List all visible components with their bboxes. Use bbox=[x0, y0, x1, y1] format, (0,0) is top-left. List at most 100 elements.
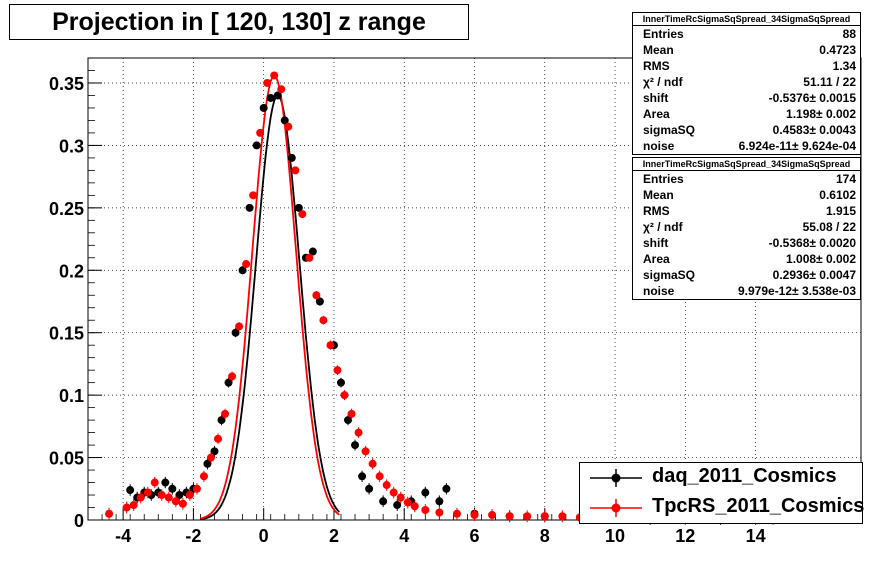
data-point bbox=[105, 509, 114, 518]
data-point bbox=[235, 322, 244, 331]
data-point bbox=[340, 391, 349, 400]
data-point bbox=[171, 497, 180, 506]
stats-value: 174 bbox=[835, 172, 856, 186]
stats-label: χ² / ndf bbox=[643, 220, 683, 234]
data-point bbox=[175, 491, 184, 500]
data-point bbox=[178, 499, 187, 508]
data-point bbox=[217, 416, 226, 425]
data-point bbox=[435, 497, 444, 506]
x-tick-label: 4 bbox=[399, 526, 409, 546]
data-point bbox=[375, 472, 384, 481]
data-point bbox=[273, 91, 282, 100]
data-point bbox=[256, 128, 265, 137]
legend-entry-daq: daq_2011_Cosmics bbox=[580, 463, 862, 493]
data-point bbox=[379, 497, 388, 506]
stats-header: InnerTimeRcSigmaSqSpread_34SigmaSqSpread bbox=[633, 158, 860, 171]
stats-value: -0.5368± 0.0020 bbox=[768, 236, 856, 250]
stats-row: Mean 0.4723 bbox=[633, 42, 860, 58]
y-tick-label: 0 bbox=[74, 511, 84, 531]
legend-marker-daq bbox=[590, 469, 642, 487]
data-point bbox=[305, 253, 314, 262]
y-tick-label: 0.2 bbox=[59, 261, 84, 281]
data-point bbox=[403, 498, 412, 507]
data-point bbox=[382, 481, 391, 490]
data-point bbox=[277, 85, 286, 94]
stats-label: RMS bbox=[643, 204, 670, 218]
stats-label: sigmaSQ bbox=[643, 123, 696, 137]
stats-value: 55.08 / 22 bbox=[802, 220, 856, 234]
data-point bbox=[351, 441, 360, 450]
data-point bbox=[185, 491, 194, 500]
data-point bbox=[242, 260, 251, 269]
x-tick-label: 12 bbox=[675, 526, 695, 546]
stats-row: Area 1.008± 0.002 bbox=[633, 251, 860, 267]
stats-row: Entries 174 bbox=[633, 171, 860, 187]
stats-value: 0.2936± 0.0047 bbox=[772, 268, 856, 282]
stats-value: 0.4583± 0.0043 bbox=[772, 123, 856, 137]
stats-label: Mean bbox=[643, 188, 674, 202]
x-tick-label: -4 bbox=[115, 526, 131, 546]
stats-row: Mean 0.6102 bbox=[633, 187, 860, 203]
data-point bbox=[129, 501, 138, 510]
data-point bbox=[266, 93, 275, 102]
x-tick-label: 0 bbox=[259, 526, 269, 546]
data-point bbox=[192, 484, 201, 493]
stats-label: χ² / ndf bbox=[643, 75, 683, 89]
legend: daq_2011_Cosmics TpcRS_2011_Cosmics bbox=[579, 462, 864, 524]
stats-value: 9.979e-12± 3.538e-03 bbox=[737, 284, 856, 298]
data-point bbox=[126, 486, 135, 495]
data-point bbox=[228, 372, 237, 381]
data-point bbox=[421, 506, 430, 515]
data-point bbox=[291, 166, 300, 175]
data-point bbox=[161, 478, 170, 487]
stats-row: Area 1.198± 0.002 bbox=[633, 106, 860, 122]
stats-row: Entries 88 bbox=[633, 26, 860, 42]
data-point bbox=[347, 409, 356, 418]
stats-row: shift -0.5376± 0.0015 bbox=[633, 90, 860, 106]
data-point bbox=[298, 210, 307, 219]
data-point bbox=[470, 511, 479, 520]
stats-box-daq: InnerTimeRcSigmaSqSpread_34SigmaSqSpread… bbox=[632, 12, 861, 155]
stats-label: Mean bbox=[643, 43, 674, 57]
data-point bbox=[206, 453, 215, 462]
chart-title: Projection in [ 120, 130] z range bbox=[9, 4, 469, 40]
data-point bbox=[354, 428, 363, 437]
data-point bbox=[157, 491, 166, 500]
stats-row: shift -0.5368± 0.0020 bbox=[633, 235, 860, 251]
y-tick-label: 0.05 bbox=[49, 449, 84, 469]
data-point bbox=[523, 512, 532, 521]
x-tick-label: -2 bbox=[185, 526, 201, 546]
data-point bbox=[410, 502, 419, 511]
data-point bbox=[396, 493, 405, 502]
data-point bbox=[389, 488, 398, 497]
data-point bbox=[210, 447, 219, 456]
stats-value: 1.198± 0.002 bbox=[786, 107, 856, 121]
legend-entry-tpcrs: TpcRS_2011_Cosmics bbox=[580, 493, 864, 523]
data-point bbox=[312, 291, 321, 300]
y-tick-label: 0.35 bbox=[49, 74, 84, 94]
data-point bbox=[284, 122, 293, 131]
stats-label: sigmaSQ bbox=[643, 268, 696, 282]
data-point bbox=[336, 378, 345, 387]
x-tick-label: 2 bbox=[329, 526, 339, 546]
stats-value: 1.34 bbox=[832, 59, 856, 73]
stats-label: noise bbox=[643, 284, 675, 298]
y-tick-label: 0.25 bbox=[49, 199, 84, 219]
data-point bbox=[270, 71, 279, 80]
data-point bbox=[393, 501, 402, 510]
stats-row: noise 6.924e-11± 9.624e-04 bbox=[633, 138, 860, 154]
data-point bbox=[214, 434, 223, 443]
y-tick-label: 0.1 bbox=[59, 386, 84, 406]
data-point bbox=[221, 409, 230, 418]
x-tick-label: 14 bbox=[746, 526, 766, 546]
legend-label-daq: daq_2011_Cosmics bbox=[652, 465, 837, 487]
data-point bbox=[333, 366, 342, 375]
y-tick-label: 0.15 bbox=[49, 324, 84, 344]
stats-value: 0.6102 bbox=[819, 188, 856, 202]
legend-marker-tpcrs bbox=[590, 499, 642, 517]
data-point bbox=[368, 459, 377, 468]
stats-value: 51.11 / 22 bbox=[803, 75, 856, 89]
stats-value: 1.008± 0.002 bbox=[786, 252, 856, 266]
stats-row: χ² / ndf 55.08 / 22 bbox=[633, 219, 860, 235]
stats-box-tpcrs: InnerTimeRcSigmaSqSpread_34SigmaSqSpread… bbox=[632, 157, 861, 300]
